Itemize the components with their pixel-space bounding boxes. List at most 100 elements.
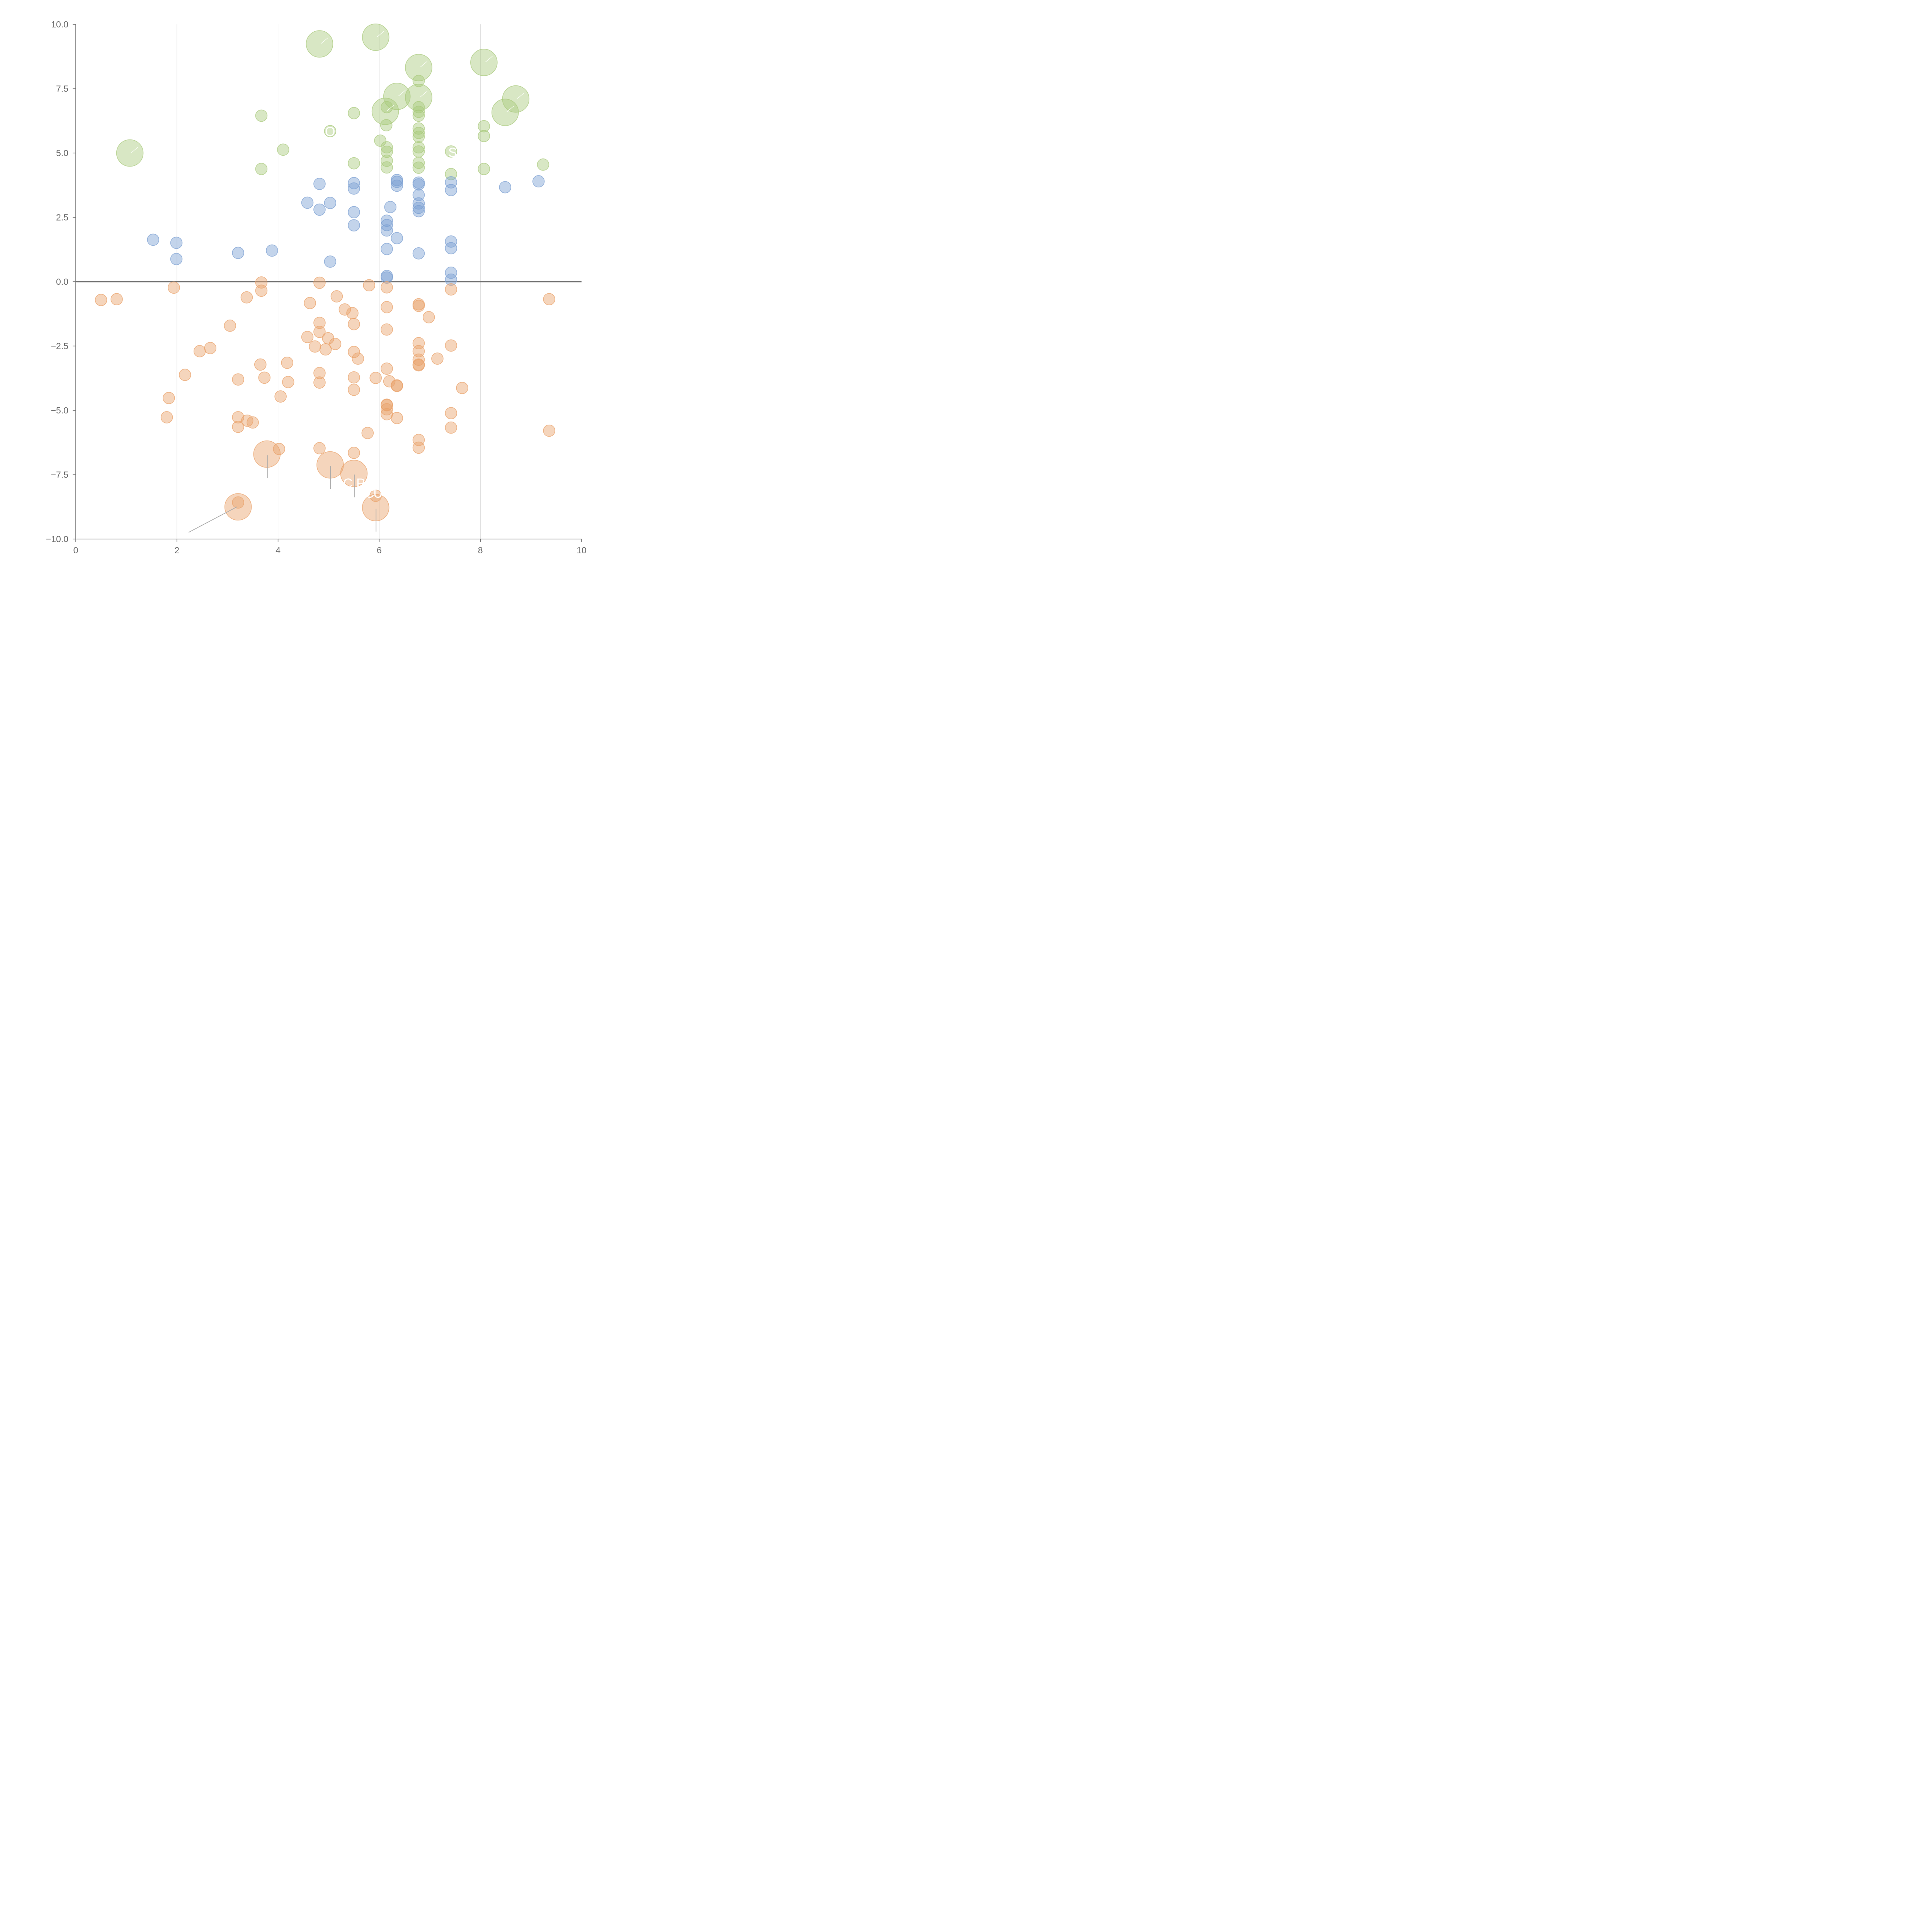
orange-data-point xyxy=(240,291,253,304)
annotation-leader xyxy=(420,61,427,68)
green-data-point xyxy=(381,155,393,167)
orange-data-point xyxy=(381,403,393,416)
blue-data-point xyxy=(445,242,457,255)
green-data-point xyxy=(381,161,393,174)
annotation-fragment: O xyxy=(325,124,335,139)
blue-data-point xyxy=(147,233,160,246)
blue-data-point xyxy=(348,206,360,218)
annotation-leader xyxy=(398,90,406,97)
green-data-point xyxy=(255,109,268,122)
annotation-leader xyxy=(131,146,139,153)
x-tick-label: 8 xyxy=(478,545,483,555)
y-tick-label: −5.0 xyxy=(51,405,68,415)
green-data-point xyxy=(412,162,425,174)
green-data-point xyxy=(478,130,490,142)
blue-data-point xyxy=(324,197,337,209)
orange-data-point xyxy=(309,340,321,353)
green-data-point xyxy=(470,49,498,76)
orange-data-point xyxy=(313,376,326,389)
annotation-leader xyxy=(386,105,394,111)
orange-data-point xyxy=(362,494,389,522)
green-data-point xyxy=(380,119,393,131)
orange-data-point xyxy=(179,369,191,381)
blue-data-point xyxy=(391,179,403,192)
green-data-point xyxy=(383,83,411,110)
annotation-leader xyxy=(506,106,514,112)
orange-data-point xyxy=(348,318,360,330)
orange-data-point xyxy=(232,411,244,423)
annotation-fragment: C xyxy=(365,486,374,501)
blue-data-point xyxy=(381,224,393,237)
blue-data-point xyxy=(391,175,403,188)
orange-data-point xyxy=(369,490,382,502)
orange-data-point xyxy=(348,447,360,459)
blue-data-point xyxy=(301,196,314,209)
green-data-point xyxy=(412,131,425,143)
orange-data-point xyxy=(445,339,457,352)
orange-data-point xyxy=(329,338,342,350)
green-data-point xyxy=(348,157,360,170)
orange-data-point xyxy=(232,496,244,509)
blue-data-point xyxy=(499,181,512,194)
blue-data-point xyxy=(381,271,393,284)
orange-data-point xyxy=(273,443,286,455)
orange-data-point xyxy=(456,382,468,394)
green-data-point xyxy=(374,134,386,147)
blue-data-point xyxy=(324,255,337,268)
orange-data-point xyxy=(232,373,244,386)
blue-data-point xyxy=(445,273,457,286)
orange-data-point xyxy=(224,493,252,521)
blue-data-point xyxy=(445,235,457,248)
green-data-point xyxy=(478,163,490,175)
orange-data-point xyxy=(383,375,396,388)
green-data-point xyxy=(478,120,490,133)
x-tick-label: 2 xyxy=(174,545,179,555)
orange-data-point xyxy=(543,424,556,437)
orange-data-point xyxy=(313,367,326,379)
orange-data-point xyxy=(431,352,444,365)
blue-data-point xyxy=(381,219,393,231)
orange-data-point xyxy=(391,379,403,392)
annotation-leader xyxy=(517,92,525,99)
blue-data-point xyxy=(445,266,457,279)
blue-data-point xyxy=(412,178,425,191)
annotation-leader xyxy=(321,37,328,44)
chart-canvas: 0 2 4 6 8 10 10.0 7.5 5.0 2.5 0.0 −2.5 −5.0 −7.5 −10.0… xyxy=(46,19,587,555)
blue-data-point xyxy=(412,205,425,218)
orange-data-point xyxy=(346,307,359,320)
y-tick-label: 10.0 xyxy=(51,19,68,29)
orange-data-point xyxy=(445,407,457,420)
blue-data-point xyxy=(384,201,396,213)
blue-data-point xyxy=(412,202,425,214)
green-data-point xyxy=(255,163,268,175)
orange-data-point xyxy=(111,293,123,306)
orange-data-point xyxy=(281,356,293,369)
orange-data-point xyxy=(163,392,175,404)
green-data-point xyxy=(412,156,425,169)
x-tick-label: 10 xyxy=(577,545,587,555)
green-data-point xyxy=(412,127,425,139)
orange-data-point xyxy=(193,345,206,357)
orange-data-point xyxy=(361,427,374,439)
orange-data-point xyxy=(254,358,267,371)
orange-data-point xyxy=(412,359,425,372)
green-data-point xyxy=(306,30,333,58)
orange-data-point xyxy=(255,284,268,297)
y-tick-label: 5.0 xyxy=(56,148,68,158)
green-data-point xyxy=(362,24,389,51)
orange-data-point xyxy=(348,346,360,358)
blue-data-point xyxy=(532,175,545,188)
orange-data-point xyxy=(258,371,271,384)
orange-data-point xyxy=(330,290,343,303)
orange-data-point xyxy=(352,352,364,365)
orange-data-point xyxy=(381,301,393,313)
blue-data-point xyxy=(313,178,326,190)
orange-data-point xyxy=(316,451,344,479)
orange-data-point xyxy=(381,323,393,336)
green-data-point xyxy=(381,145,393,158)
orange-data-point xyxy=(313,276,326,289)
x-tick-label: 6 xyxy=(377,545,382,555)
green-data-point xyxy=(412,75,425,87)
orange-data-point xyxy=(313,316,326,329)
orange-data-point xyxy=(363,279,376,292)
